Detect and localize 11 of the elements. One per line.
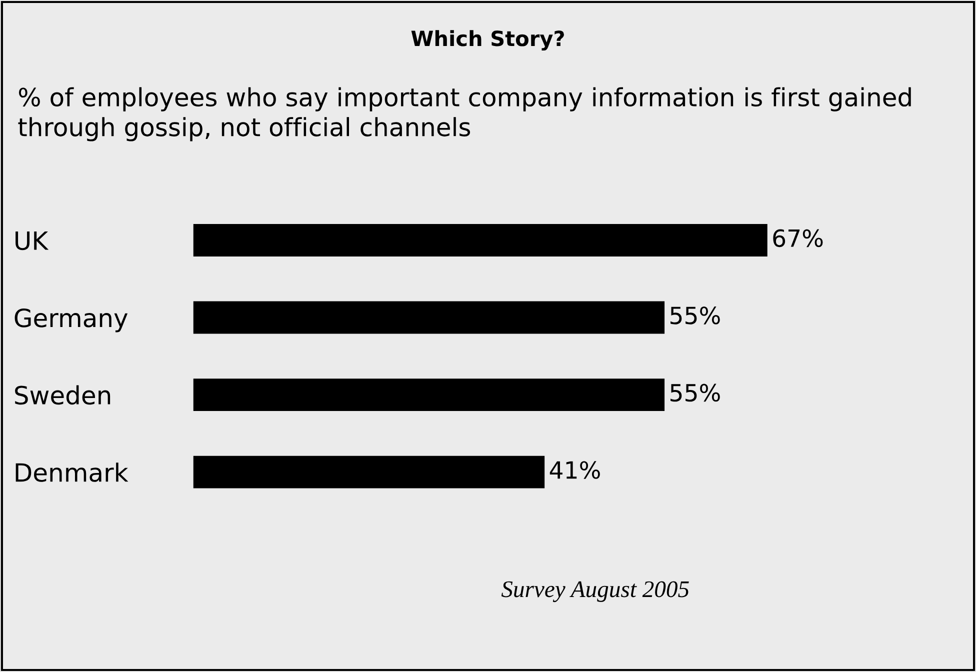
- chart-subtitle: % of employees who say important company information is first gained through gossip, not official channels: [18, 87, 911, 142]
- y-tick-label: Germany: [14, 308, 128, 332]
- y-tick-label: UK: [16, 232, 49, 250]
- data-label: 41%: [550, 461, 600, 479]
- data-label: 55%: [670, 384, 720, 402]
- y-tick-label: Denmark: [16, 462, 128, 482]
- text: Survey August 2005: [501, 581, 689, 602]
- data-label: 55%: [670, 306, 720, 324]
- chart-title: Which Story?: [411, 30, 564, 50]
- y-tick-label: Sweden: [15, 385, 110, 405]
- data-label: 67%: [773, 229, 823, 248]
